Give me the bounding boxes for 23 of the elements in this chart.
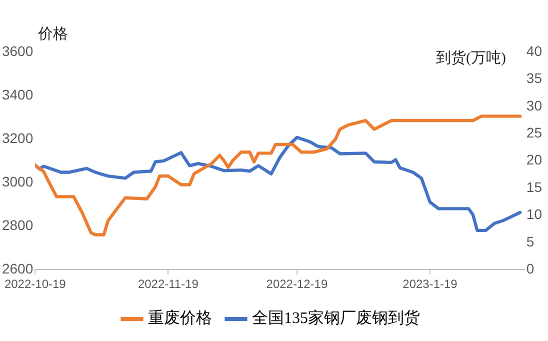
y-axis-title: 价格 xyxy=(37,25,68,42)
x-tick-label: 2023-1-19 xyxy=(402,277,458,292)
x-tick-label: 2022-10-19 xyxy=(4,277,66,292)
y2-tick-label: 30 xyxy=(526,97,542,114)
y-tick-label: 3400 xyxy=(2,86,34,102)
y2-tick-label: 25 xyxy=(526,124,542,140)
y2-tick-label: 10 xyxy=(526,206,542,222)
legend-label: 重废价格 xyxy=(148,309,212,328)
y-tick-label: 3600 xyxy=(2,42,34,59)
y2-tick-label: 5 xyxy=(526,233,534,250)
y2-tick-label: 35 xyxy=(526,70,542,86)
legend-label: 全国135家钢厂废钢到货 xyxy=(252,309,420,328)
y-tick-label: 3000 xyxy=(2,173,34,190)
y-tick-label: 2800 xyxy=(2,216,34,233)
y2-tick-label: 20 xyxy=(526,152,542,168)
y-tick-label: 2600 xyxy=(2,260,34,276)
y-tick-label: 3200 xyxy=(2,130,34,146)
y2-tick-label: 0 xyxy=(526,260,534,276)
x-tick-label: 2022-11-19 xyxy=(138,277,199,292)
x-tick-label: 2022-12-19 xyxy=(266,277,328,292)
y2-tick-label: 40 xyxy=(526,42,542,59)
y2-tick-label: 15 xyxy=(526,178,542,195)
y2-axis-title: 到货(万吨) xyxy=(436,49,506,66)
